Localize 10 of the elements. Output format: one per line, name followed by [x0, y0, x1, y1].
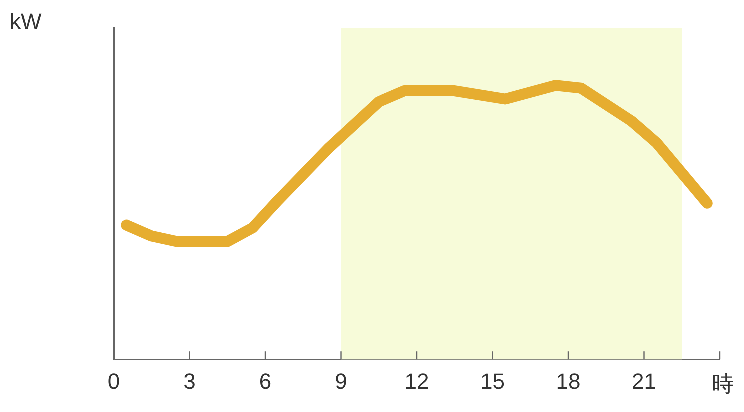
- x-tick-label: 18: [556, 368, 581, 394]
- x-tick-label: 21: [632, 368, 656, 394]
- x-tick-label: 0: [108, 368, 120, 394]
- x-tick-label: 15: [480, 368, 505, 394]
- x-tick-label: 6: [259, 368, 272, 394]
- x-tick-label: 12: [404, 368, 430, 394]
- x-tick-label: 3: [184, 368, 196, 394]
- x-tick-label: 9: [335, 368, 348, 394]
- x-axis-title: 時: [712, 372, 734, 397]
- y-axis-title: kW: [10, 9, 42, 34]
